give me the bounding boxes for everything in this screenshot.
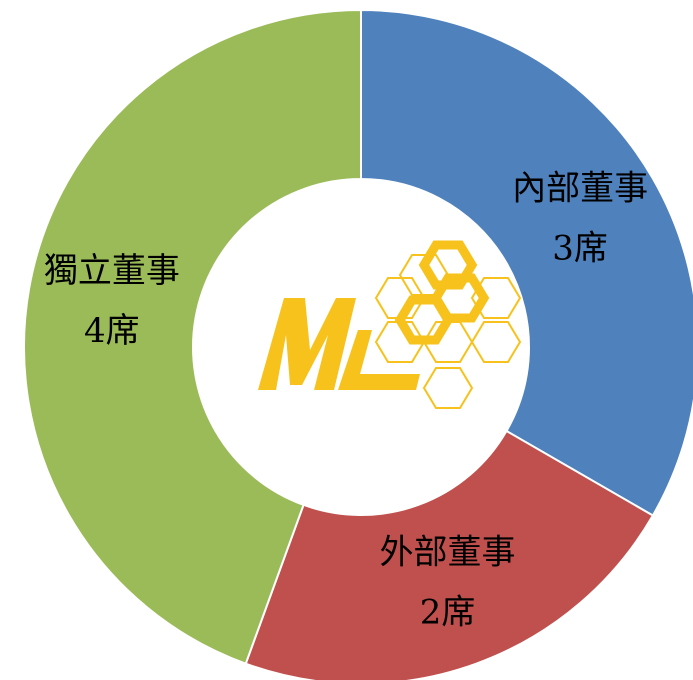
donut-slice [23,8,362,665]
slice-category-label: 外部董事 [380,533,516,573]
slice-value-label: 3席 [552,229,608,269]
donut-slice [244,429,655,680]
logo-l [338,330,420,390]
donut-slice [360,8,693,517]
logo [258,240,522,409]
slice-category-label: 內部董事 [512,169,648,209]
slice-category-label: 獨立董事 [44,251,180,291]
slices [23,8,693,680]
slice-value-label: 4席 [84,311,140,351]
logo-hex-bold [394,240,490,345]
logo-m [258,298,356,390]
slice-value-label: 2席 [420,593,476,633]
logo-hex-thin [374,254,522,409]
